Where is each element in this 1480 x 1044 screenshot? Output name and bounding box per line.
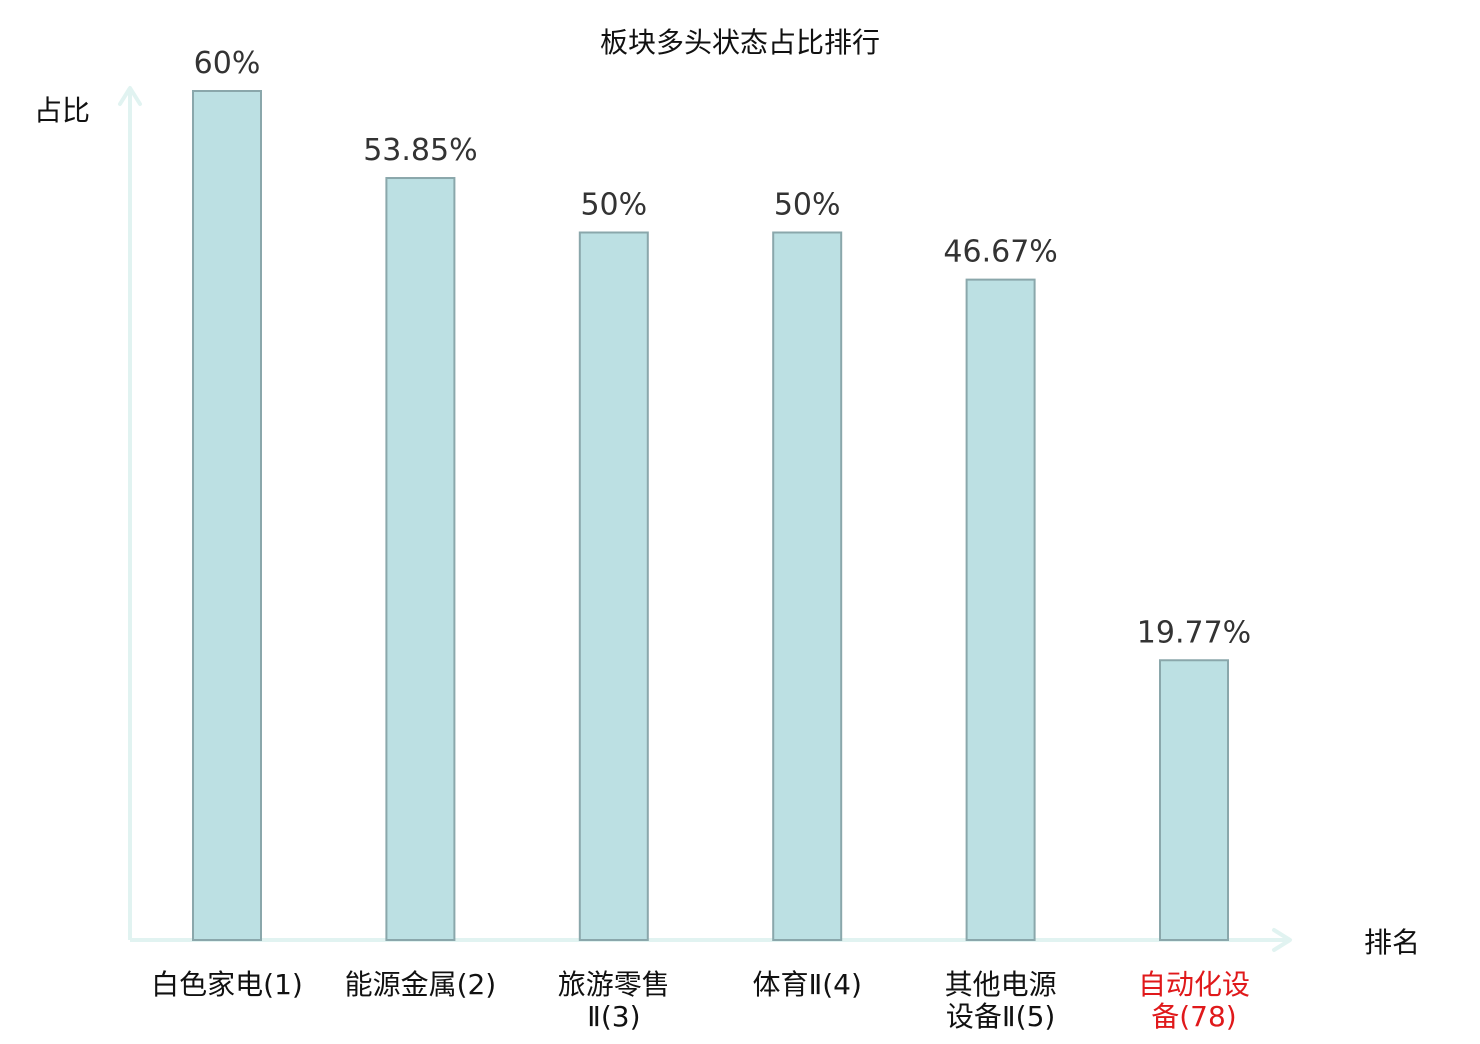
axes-group	[118, 86, 1292, 952]
x-tick-label: 其他电源设备Ⅱ(5)	[945, 968, 1057, 1033]
bar	[385, 177, 456, 941]
bar	[772, 231, 843, 941]
x-tick-label: 旅游零售 Ⅱ(3)	[558, 968, 670, 1033]
bar	[192, 90, 262, 941]
y-axis-arrow	[118, 86, 142, 106]
bar	[578, 231, 649, 941]
y-axis-label: 占比	[34, 94, 90, 127]
x-axis-arrow	[1272, 928, 1292, 952]
bar	[1159, 659, 1229, 942]
bar-value-label: 53.85%	[363, 133, 477, 168]
bar-value-label: 46.67%	[943, 235, 1057, 270]
x-tick-label: 体育Ⅱ(4)	[752, 968, 861, 1001]
bar-value-label: 50%	[774, 188, 841, 223]
bar-value-label: 19.77%	[1137, 615, 1251, 650]
bar	[965, 278, 1036, 941]
bars-group: 60% 白色家电(1) 53.85% 能源金属(2) 50% 旅游零售 Ⅱ(3) 50% 体育Ⅱ…	[151, 46, 1251, 1033]
bar-value-label: 50%	[580, 188, 647, 223]
x-tick-label: 白色家电(1)	[151, 968, 303, 1001]
x-axis-label: 排名	[1364, 926, 1420, 959]
x-tick-label: 自动化设备(78)	[1138, 968, 1250, 1033]
bar-value-label: 60%	[194, 46, 261, 81]
chart-title: 板块多头状态占比排行	[600, 26, 880, 59]
x-tick-label: 能源金属(2)	[345, 968, 497, 1001]
